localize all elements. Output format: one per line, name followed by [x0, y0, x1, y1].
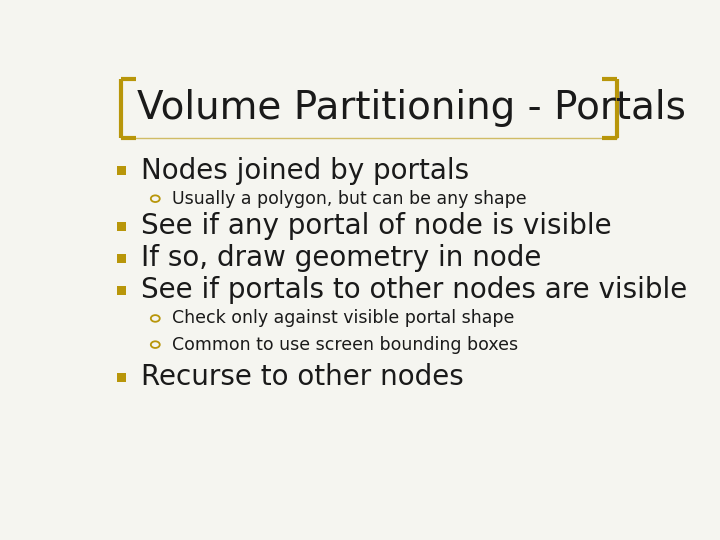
Text: See if portals to other nodes are visible: See if portals to other nodes are visibl…	[141, 276, 688, 304]
Text: See if any portal of node is visible: See if any portal of node is visible	[141, 212, 612, 240]
Text: Recurse to other nodes: Recurse to other nodes	[141, 363, 464, 392]
Text: Volume Partitioning - Portals: Volume Partitioning - Portals	[138, 90, 686, 127]
Text: If so, draw geometry in node: If so, draw geometry in node	[141, 244, 541, 272]
Text: Common to use screen bounding boxes: Common to use screen bounding boxes	[172, 336, 518, 354]
Bar	[117, 166, 126, 176]
Bar	[117, 286, 126, 295]
Text: Check only against visible portal shape: Check only against visible portal shape	[172, 309, 514, 327]
Bar	[117, 254, 126, 263]
Text: Usually a polygon, but can be any shape: Usually a polygon, but can be any shape	[172, 190, 526, 208]
Text: Nodes joined by portals: Nodes joined by portals	[141, 157, 469, 185]
Bar	[117, 373, 126, 382]
Bar	[117, 221, 126, 231]
